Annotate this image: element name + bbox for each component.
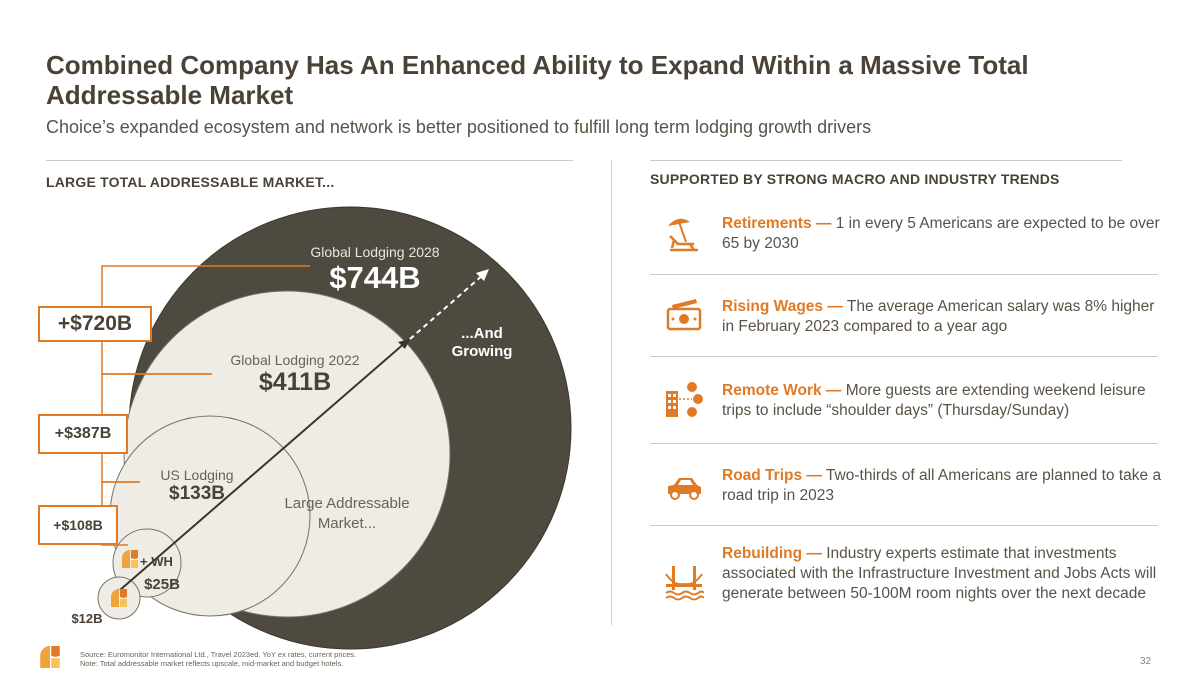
trend-text: 1 in every 5 Americans are expected to b… [722,215,1160,252]
money-icon [666,299,702,331]
increment-720-badge: +$720B [38,306,152,342]
us-lodging-label: US Lodging [160,467,234,483]
tam-bubble-diagram [97,206,572,650]
right-section-heading: SUPPORTED BY STRONG MACRO AND INDUSTRY T… [650,171,1060,187]
left-divider [46,160,573,161]
trend-text: Industry experts estimate that investmen… [722,545,1157,602]
footer-source: Source: Euromonitor International Ltd., … [80,650,357,659]
trend-title: Rising Wages — [722,298,843,315]
trend-title: Rebuilding — [722,545,822,562]
trend-title: Remote Work — [722,382,842,399]
footer-note: Note: Total addressable market reflects … [80,659,344,668]
increment-108-badge: +$108B [38,505,118,545]
beach-chair-icon [668,218,698,252]
choice-value: $12B [71,611,103,626]
footer-notes: Source: Euromonitor International Ltd., … [80,650,356,668]
trend-divider [650,525,1158,526]
wh-value: $25B [144,576,180,593]
page-title: Combined Company Has An Enhanced Ability… [46,50,1029,110]
growth-arrow-line [119,341,407,591]
trend-divider [650,274,1158,275]
trend-title: Retirements — [722,215,832,232]
growing-label: ...And Growing [451,325,513,360]
bridge-icon [665,566,704,601]
choice-logo-icon [111,589,127,607]
right-divider [650,160,1122,161]
trend-text: The average American salary was 8% highe… [722,298,1155,335]
choice-logo-icon-wh [122,550,138,568]
remote-work-icon [666,382,703,417]
trend-title: Road Trips — [722,467,822,484]
global-2028-value: $744B [329,260,421,295]
growth-arrow-dashed-head [476,269,489,281]
global-2028-label: Global Lodging 2028 [310,244,440,260]
growth-arrow-dashed [409,273,485,340]
trend-text: Two-thirds of all Americans are planned … [722,467,1162,504]
left-section-heading: LARGE TOTAL ADDRESSABLE MARKET... [46,174,335,190]
column-divider [611,160,612,625]
trend-text: More guests are extending weekend leisur… [722,382,1146,419]
car-icon [668,478,701,500]
global-2022-value: $411B [258,368,332,396]
page-number: 32 [1140,656,1152,667]
global-2022-label: Global Lodging 2022 [230,352,360,368]
growth-arrow-head [398,339,410,349]
choice-brand-logo-icon [40,646,60,668]
trend-divider [650,443,1158,444]
wh-label: + WH [140,554,173,569]
large-market-label: Large Addressable Market... [284,495,410,532]
page-subtitle: Choice’s expanded ecosystem and network … [46,117,872,137]
increment-387-badge: +$387B [38,414,128,454]
trend-divider [650,356,1158,357]
us-lodging-value: $133B [169,483,225,504]
